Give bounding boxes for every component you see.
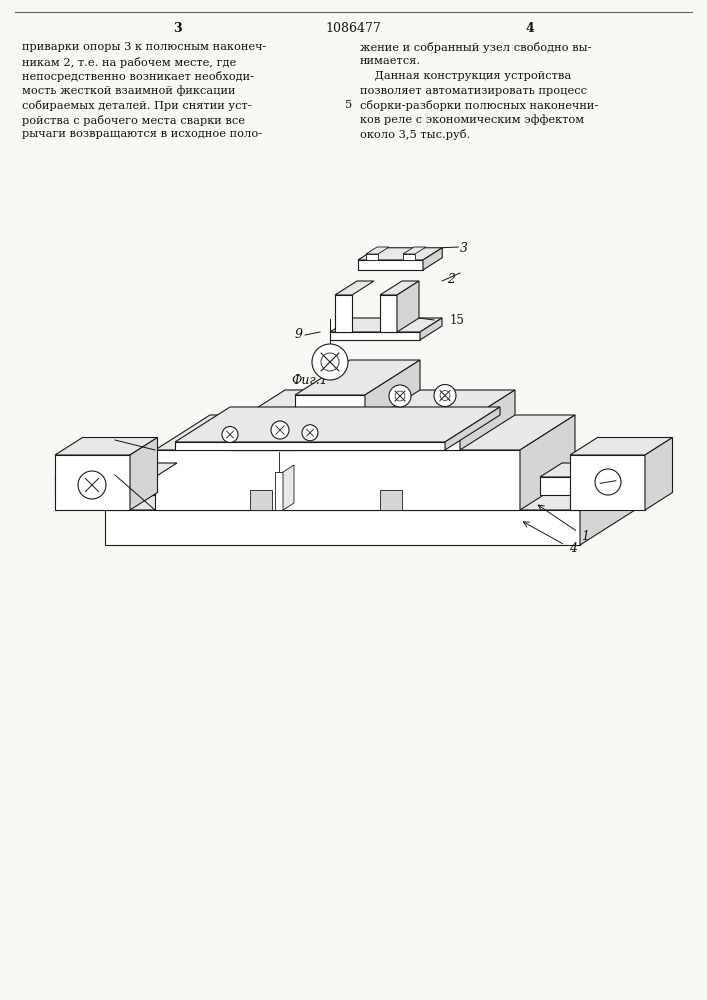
Text: ройства с рабочего места сварки все: ройства с рабочего места сварки все	[22, 114, 245, 125]
Polygon shape	[420, 318, 442, 340]
Text: 4: 4	[525, 21, 534, 34]
Text: сборки-разборки полюсных наконечни-: сборки-разборки полюсных наконечни-	[360, 100, 598, 111]
Text: приварки опоры 3 к полюсным наконеч-: приварки опоры 3 к полюсным наконеч-	[22, 42, 267, 52]
Text: 15: 15	[450, 314, 465, 326]
Polygon shape	[55, 463, 177, 477]
Polygon shape	[540, 463, 662, 477]
Circle shape	[312, 344, 348, 380]
Text: 1086477: 1086477	[325, 21, 381, 34]
Polygon shape	[295, 360, 420, 395]
Polygon shape	[230, 390, 515, 425]
Text: жение и собранный узел свободно вы-: жение и собранный узел свободно вы-	[360, 42, 592, 53]
Polygon shape	[295, 395, 365, 425]
Polygon shape	[130, 438, 158, 510]
Polygon shape	[235, 414, 322, 432]
Text: мость жесткой взаимной фиксации: мость жесткой взаимной фиксации	[22, 86, 235, 96]
Polygon shape	[235, 432, 295, 450]
Polygon shape	[155, 415, 575, 450]
Circle shape	[389, 385, 411, 407]
Text: 4: 4	[569, 542, 577, 556]
Polygon shape	[55, 455, 130, 510]
Text: 9: 9	[295, 328, 303, 342]
Polygon shape	[283, 465, 294, 510]
Polygon shape	[250, 490, 272, 510]
Polygon shape	[275, 472, 283, 510]
Circle shape	[222, 426, 238, 442]
Polygon shape	[335, 281, 374, 295]
Polygon shape	[403, 254, 415, 260]
Text: собираемых деталей. При снятии уст-: собираемых деталей. При снятии уст-	[22, 100, 252, 111]
Polygon shape	[365, 360, 420, 425]
Circle shape	[595, 469, 621, 495]
Polygon shape	[580, 475, 635, 545]
Polygon shape	[570, 438, 672, 455]
Polygon shape	[520, 415, 575, 510]
Text: рычаги возвращаются в исходное поло-: рычаги возвращаются в исходное поло-	[22, 129, 262, 139]
Text: никам 2, т.е. на рабочем месте, где: никам 2, т.е. на рабочем месте, где	[22, 56, 236, 68]
Polygon shape	[380, 295, 397, 332]
Text: 2: 2	[447, 273, 455, 286]
Polygon shape	[335, 295, 352, 332]
Polygon shape	[330, 318, 442, 332]
Polygon shape	[570, 455, 645, 510]
Polygon shape	[540, 477, 640, 495]
Text: 1: 1	[581, 530, 589, 542]
Text: Фиг.1: Фиг.1	[291, 373, 328, 386]
Polygon shape	[380, 490, 402, 510]
Polygon shape	[645, 438, 672, 510]
Polygon shape	[155, 450, 520, 510]
Polygon shape	[330, 332, 420, 340]
Polygon shape	[105, 510, 580, 545]
Text: около 3,5 тыс.руб.: около 3,5 тыс.руб.	[360, 129, 470, 140]
Polygon shape	[403, 247, 426, 254]
Polygon shape	[358, 260, 423, 270]
Text: непосредственно возникает необходи-: непосредственно возникает необходи-	[22, 71, 254, 82]
Polygon shape	[358, 248, 443, 260]
Polygon shape	[366, 247, 389, 254]
Circle shape	[434, 384, 456, 406]
Polygon shape	[55, 477, 155, 495]
Text: 5: 5	[345, 100, 352, 110]
Polygon shape	[230, 425, 460, 450]
Text: 3: 3	[460, 241, 468, 254]
Text: 3: 3	[173, 21, 181, 34]
Circle shape	[321, 353, 339, 371]
Polygon shape	[175, 442, 445, 450]
Polygon shape	[445, 407, 500, 450]
Circle shape	[78, 471, 106, 499]
Polygon shape	[105, 475, 635, 510]
Text: Данная конструкция устройства: Данная конструкция устройства	[360, 71, 571, 81]
Polygon shape	[55, 438, 158, 455]
Text: позволяет автоматизировать процесс: позволяет автоматизировать процесс	[360, 86, 587, 96]
Polygon shape	[380, 281, 419, 295]
Polygon shape	[423, 248, 443, 270]
Text: ков реле с экономическим эффектом: ков реле с экономическим эффектом	[360, 114, 584, 125]
Polygon shape	[175, 407, 500, 442]
Circle shape	[302, 425, 318, 441]
Polygon shape	[366, 254, 378, 260]
Polygon shape	[397, 281, 419, 332]
Text: нимается.: нимается.	[360, 56, 421, 66]
Circle shape	[271, 421, 289, 439]
Polygon shape	[460, 390, 515, 450]
